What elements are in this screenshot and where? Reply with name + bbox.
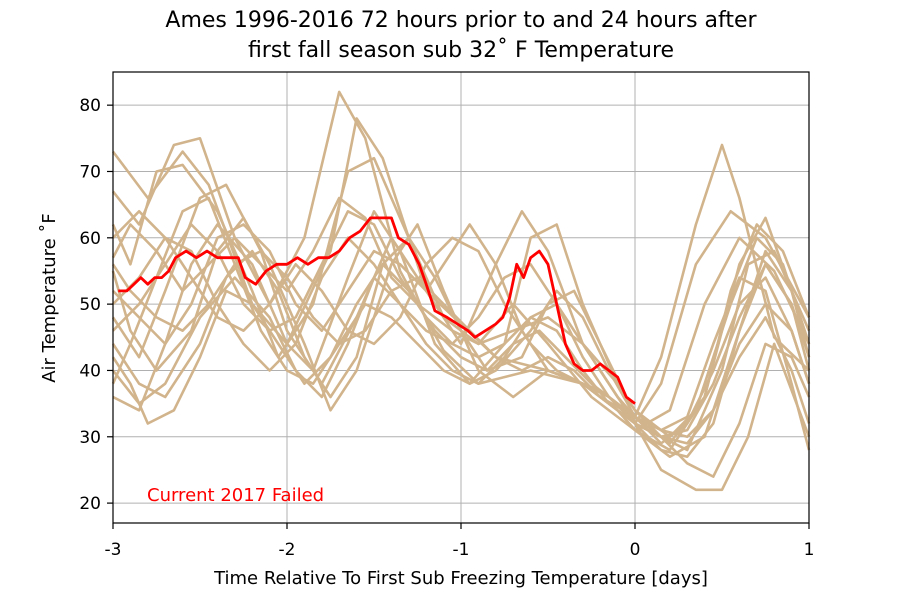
x-tick-label: 0: [630, 540, 641, 560]
historic-series-line: [111, 236, 811, 492]
y-tick-label: 50: [79, 295, 101, 315]
current-series-group: [118, 216, 636, 405]
current-2017-annotation: Current 2017 Failed: [147, 485, 324, 506]
x-axis-label: Time Relative To First Sub Freezing Temp…: [213, 568, 708, 589]
historic-series-line: [112, 210, 811, 439]
y-tick-label: 20: [79, 494, 101, 514]
chart-title-line-2: first fall season sub 32˚ F Temperature: [248, 38, 674, 63]
historic-series-line: [111, 196, 811, 451]
y-tick-label: 70: [79, 162, 101, 182]
y-tick-label: 80: [79, 96, 101, 116]
historic-series-line: [112, 210, 811, 445]
axis-ticks: -3 -2 -1 0 1 20 30 40 50 60 70 80: [79, 96, 814, 560]
historic-series-line: [111, 262, 811, 445]
historic-series-group: [111, 90, 811, 492]
x-tick-label: -2: [279, 540, 296, 560]
x-tick-label: -3: [105, 540, 122, 560]
historic-series-line: [111, 196, 811, 452]
y-tick-label: 40: [79, 361, 101, 381]
x-tick-label: -1: [453, 540, 470, 560]
historic-series-line: [112, 223, 811, 452]
historic-series-line: [111, 249, 811, 439]
y-axis-label: Air Temperature ˚F: [39, 213, 60, 383]
y-tick-label: 60: [79, 229, 101, 249]
current-2017-series-line: [118, 216, 636, 405]
chart-title-line-1: Ames 1996-2016 72 hours prior to and 24 …: [165, 8, 757, 33]
x-tick-label: 1: [804, 540, 815, 560]
y-tick-label: 30: [79, 428, 101, 448]
historic-series-line: [111, 156, 811, 432]
